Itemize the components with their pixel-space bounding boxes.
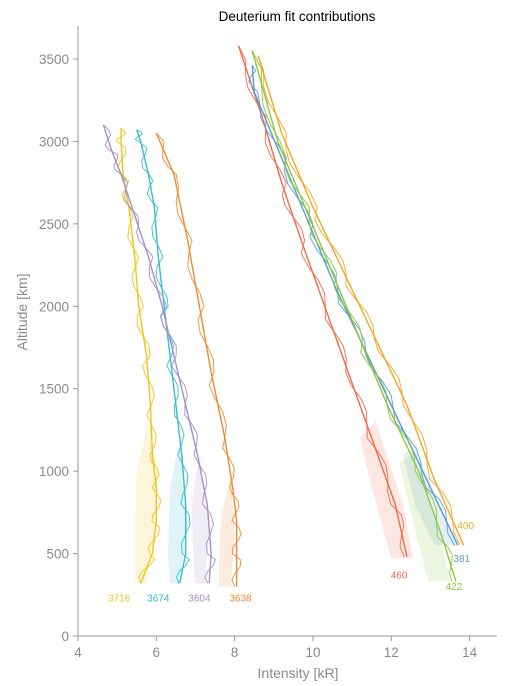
y-tick-label: 3000 — [39, 134, 69, 149]
y-axis-label: Altitude [km] — [14, 273, 30, 350]
x-tick-label: 4 — [74, 645, 82, 660]
y-tick-label: 0 — [61, 629, 69, 644]
series-noise-3604 — [103, 124, 216, 584]
series-line-422 — [251, 50, 457, 582]
series-label-422: 422 — [446, 582, 463, 593]
y-tick-label: 2000 — [39, 299, 69, 314]
series-label-3604: 3604 — [188, 593, 211, 604]
series-noise-400 — [257, 55, 461, 546]
x-tick-label: 8 — [231, 645, 239, 660]
x-tick-label: 12 — [384, 645, 399, 660]
y-tick-label: 500 — [46, 547, 69, 562]
series-label-381: 381 — [453, 554, 470, 565]
y-tick-label: 1000 — [39, 464, 69, 479]
y-tick-label: 3500 — [39, 52, 69, 67]
x-axis-label: Intensity [kR] — [258, 665, 339, 681]
y-tick-label: 2500 — [39, 217, 69, 232]
series-line-400 — [257, 55, 465, 546]
y-ticks: 0 500 1000 1500 2000 2500 3000 3500 — [39, 52, 78, 644]
y-tick-label: 1500 — [39, 382, 69, 397]
plot-area — [102, 45, 465, 587]
series-band-3604 — [191, 454, 210, 584]
series-label-3638: 3638 — [229, 593, 252, 604]
series-label-3674: 3674 — [147, 593, 170, 604]
series-line-3716 — [120, 128, 158, 584]
x-tick-label: 14 — [462, 645, 478, 660]
x-ticks: 4 6 8 10 12 14 — [74, 636, 478, 660]
series-label-3716: 3716 — [108, 593, 131, 604]
series-band-3638 — [218, 471, 235, 587]
chart-title: Deuterium fit contributions — [219, 9, 376, 24]
series-noise-3638 — [155, 132, 242, 587]
series-line-381 — [251, 65, 459, 546]
series-band-422 — [399, 454, 451, 582]
series-label-400: 400 — [457, 521, 474, 532]
series-line-3604 — [102, 124, 212, 584]
series-labels: 3716 3674 3604 3638 460 381 400 422 — [108, 521, 474, 605]
series-label-460: 460 — [391, 570, 408, 581]
series-noise-381 — [248, 65, 456, 546]
series-noise-422 — [251, 50, 453, 582]
x-tick-label: 6 — [153, 645, 161, 660]
series-line-3638 — [155, 132, 238, 587]
x-tick-label: 10 — [305, 645, 320, 660]
series-noise-460 — [238, 45, 405, 558]
